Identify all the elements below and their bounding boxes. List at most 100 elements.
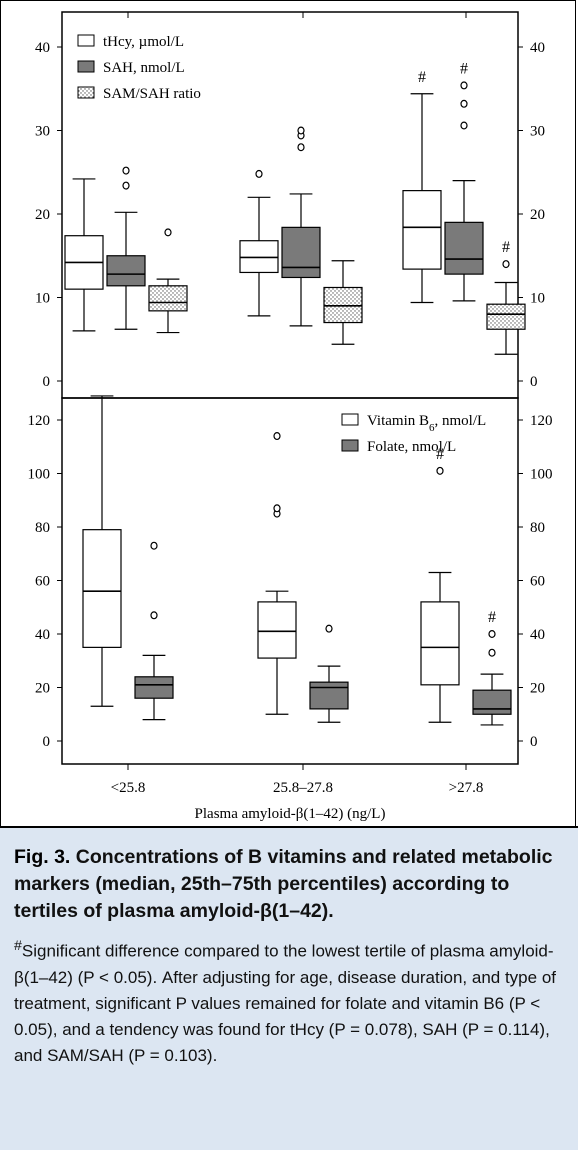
legend-swatch	[341, 439, 359, 452]
y-tick-label-left: 120	[28, 413, 51, 429]
box-0-0	[82, 395, 122, 707]
outlier-point	[273, 504, 281, 513]
box-iqr	[420, 601, 460, 686]
outlier-point	[325, 624, 333, 633]
y-tick-label-left: 80	[35, 520, 50, 536]
box-iqr	[472, 689, 512, 715]
y-tick-label-right: 10	[530, 291, 545, 307]
outlier-point	[488, 648, 496, 657]
y-tick-label-left: 20	[35, 681, 50, 697]
footnote-mark: #	[14, 938, 22, 954]
bottom-panel: 0 0 20 20 40 40 60 60 80 80 100 100 120 120 <25.8 25.8–…	[28, 395, 553, 822]
y-tick-label-left: 100	[28, 467, 51, 483]
outlier-point	[164, 228, 172, 237]
box-iqr	[106, 255, 146, 287]
y-tick-label-right: 100	[530, 467, 553, 483]
y-tick-label-left: 40	[35, 40, 50, 56]
box-2-1	[323, 260, 363, 345]
significance-mark: #	[460, 60, 468, 77]
box-1-2: #	[472, 609, 512, 726]
top-panel: 0 0 10 10 20 20 30 30 40 40 # # # tHcy, µmol/L SAH, nm…	[35, 11, 545, 399]
y-tick-label-right: 40	[530, 627, 545, 643]
outlier-point	[122, 166, 130, 175]
y-tick-label-right: 20	[530, 207, 545, 223]
y-tick-label-left: 20	[35, 207, 50, 223]
legend-label: tHcy, µmol/L	[103, 34, 184, 50]
y-tick-label-right: 120	[530, 413, 553, 429]
significance-mark: #	[502, 239, 510, 256]
significance-mark: #	[418, 69, 426, 86]
y-tick-label-right: 80	[530, 520, 545, 536]
outlier-point	[436, 466, 444, 475]
outlier-point	[460, 81, 468, 90]
box-plot-figure: 0 0 10 10 20 20 30 30 40 40 # # # tHcy, µmol/L SAH, nm…	[28, 11, 553, 822]
y-tick-label-right: 0	[530, 374, 538, 390]
outlier-point	[460, 121, 468, 130]
caption-title: Fig. 3. Concentrations of B vitamins and…	[14, 844, 564, 925]
box-0-1	[257, 432, 297, 715]
box-iqr	[257, 601, 297, 659]
outlier-point	[297, 143, 305, 152]
outlier-point	[150, 611, 158, 620]
box-1-0	[106, 166, 146, 330]
caption-note-text: Significant difference compared to the l…	[14, 941, 556, 1065]
legend-swatch	[341, 413, 359, 426]
y-tick-label-right: 20	[530, 681, 545, 697]
outlier-point	[122, 181, 130, 190]
box-0-2: #	[420, 446, 460, 723]
significance-mark: #	[436, 446, 444, 463]
box-iqr	[148, 285, 188, 312]
box-0-0	[64, 178, 104, 332]
legend-swatch	[77, 86, 95, 99]
y-tick-label-right: 30	[530, 124, 545, 140]
box-iqr	[134, 676, 174, 699]
outlier-point	[255, 169, 263, 178]
x-tick-label: 25.8–27.8	[273, 780, 333, 796]
y-tick-label-left: 40	[35, 627, 50, 643]
box-1-0	[134, 541, 174, 721]
box-iqr	[309, 681, 349, 710]
outlier-point	[488, 629, 496, 638]
box-iqr	[402, 190, 442, 270]
legend-label: SAM/SAH ratio	[103, 86, 201, 102]
y-tick-label-left: 0	[43, 734, 51, 750]
x-axis-label: Plasma amyloid-β(1–42) (ng/L)	[195, 806, 386, 822]
outlier-point	[502, 260, 510, 269]
x-tick-label: <25.8	[111, 780, 146, 796]
box-1-2: #	[444, 60, 484, 302]
box-2-0	[148, 228, 188, 334]
significance-mark: #	[488, 609, 496, 626]
legend-label: Folate, nmol/L	[367, 439, 456, 455]
y-tick-label-right: 60	[530, 574, 545, 590]
y-tick-label-left: 10	[35, 291, 50, 307]
legend-label: SAH, nmol/L	[103, 60, 185, 76]
outlier-point	[150, 541, 158, 550]
box-iqr	[486, 303, 526, 330]
legend-swatch	[77, 60, 95, 73]
box-iqr	[281, 226, 321, 279]
caption-label: Fig. 3.	[14, 846, 71, 868]
box-iqr	[323, 286, 363, 324]
box-0-1	[239, 169, 279, 317]
box-iqr	[239, 240, 279, 274]
box-iqr	[82, 529, 122, 648]
y-tick-label-left: 0	[43, 374, 51, 390]
box-2-2: #	[486, 239, 526, 355]
legend-swatch	[77, 34, 95, 47]
box-iqr	[444, 221, 484, 275]
x-tick-label: >27.8	[449, 780, 484, 796]
y-tick-label-left: 30	[35, 124, 50, 140]
figure-caption: Fig. 3. Concentrations of B vitamins and…	[0, 826, 578, 1150]
caption-title-text: Concentrations of B vitamins and related…	[14, 846, 553, 922]
y-tick-label-right: 0	[530, 734, 538, 750]
outlier-point	[273, 432, 281, 441]
box-1-1	[309, 624, 349, 723]
outlier-point	[297, 126, 305, 135]
y-tick-label-left: 60	[35, 574, 50, 590]
caption-note: #Significant difference compared to the …	[14, 933, 564, 1069]
legend-label: Vitamin B6, nmol/L	[367, 413, 486, 434]
outlier-point	[460, 99, 468, 108]
box-1-1	[281, 126, 321, 327]
box-0-2: #	[402, 69, 442, 304]
y-tick-label-right: 40	[530, 40, 545, 56]
